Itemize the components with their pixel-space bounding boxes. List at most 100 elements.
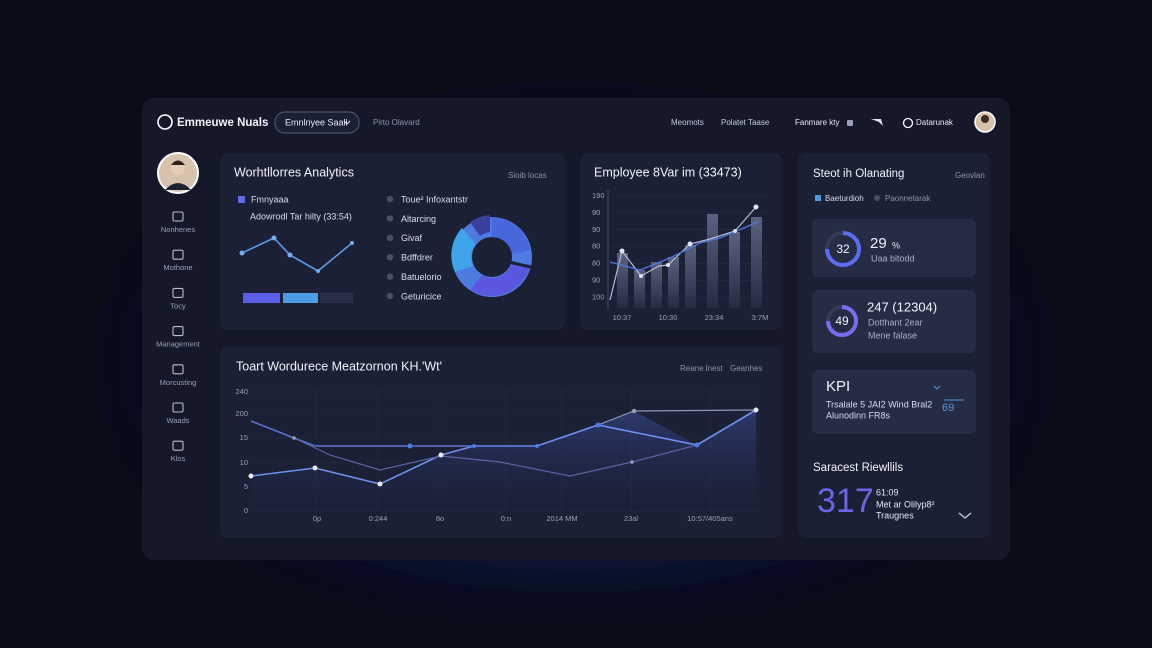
- nav-icon: [172, 440, 184, 451]
- axis-label: 90: [592, 225, 600, 234]
- panel-action[interactable]: Geovlan: [955, 171, 985, 180]
- legend-label: Fmnyaaa: [251, 194, 289, 204]
- ring-label: 49: [835, 314, 849, 328]
- ring: [826, 305, 858, 337]
- icon: [902, 117, 914, 129]
- list-dot: [386, 254, 394, 261]
- nav-item[interactable]: Datarunak: [916, 118, 954, 127]
- panel-title: Toart Wordurece Meatzornon KH.'Wt': [236, 359, 442, 373]
- list-dot: [386, 195, 394, 203]
- list-label: Givaf: [401, 233, 423, 243]
- avatar-suit: [165, 183, 191, 190]
- card-label: Mene falase: [868, 330, 917, 340]
- card: [812, 370, 976, 434]
- dropdown[interactable]: [274, 111, 360, 134]
- list-label: Geturicice: [401, 291, 442, 301]
- nav-label[interactable]: Tocy: [170, 301, 186, 310]
- nav-label[interactable]: Waads: [166, 416, 189, 425]
- progress-bar: [243, 293, 280, 303]
- card-value: 29: [870, 235, 887, 252]
- header-link[interactable]: Pirto Olavard: [373, 118, 420, 127]
- progress-bar: [283, 293, 318, 303]
- legend-label: Paonnetarak: [885, 194, 931, 203]
- nav-icon: [172, 249, 184, 260]
- nav-label[interactable]: Klos: [171, 454, 186, 463]
- area: [251, 410, 756, 511]
- card-label: Dotthant 2ear: [868, 317, 923, 327]
- legend-swatch: [238, 196, 245, 203]
- nav-item[interactable]: Meomots: [671, 118, 704, 127]
- filter[interactable]: Geanhes: [730, 364, 762, 373]
- card-value: 247 (12304): [867, 299, 937, 314]
- avatar-hair: [981, 115, 989, 123]
- trend-points: [619, 204, 759, 278]
- chevron[interactable]: [958, 512, 972, 519]
- axis-label: 80: [592, 259, 600, 268]
- nav-item[interactable]: Fanmare kty: [795, 118, 839, 127]
- ring: [825, 231, 861, 267]
- axis-label: 80: [592, 242, 600, 251]
- list-label: Batuelorio: [401, 272, 442, 282]
- chevron: [933, 385, 941, 390]
- axis-label: 10: [240, 458, 248, 467]
- filter[interactable]: Reane lnest: [680, 364, 723, 373]
- panel-action[interactable]: Sioib locas: [508, 171, 547, 180]
- big-number: 317: [817, 482, 874, 520]
- axis-label: 200: [235, 409, 248, 418]
- nav-label[interactable]: Nonhenes: [161, 225, 195, 234]
- result-line: Traugnes: [876, 510, 914, 520]
- line-points: [407, 422, 700, 449]
- axis-label: 0: [244, 506, 248, 515]
- axis-label: 190: [592, 191, 605, 200]
- nav-label[interactable]: Mothone: [163, 263, 192, 272]
- axis-label: 0p: [313, 514, 321, 523]
- nav-label[interactable]: Management: [156, 340, 201, 349]
- nav-icon: [172, 364, 184, 375]
- legend-swatch: [815, 195, 821, 201]
- list-dot: [386, 215, 394, 222]
- card-unit: %: [892, 240, 900, 250]
- list-label: Toue² Infoxantstr: [401, 194, 468, 204]
- axis-label: 0:n: [501, 514, 511, 523]
- axis-label: 10:57/405ans: [687, 514, 733, 523]
- panel-title: Steot ih Olanating: [813, 168, 904, 180]
- nav-item[interactable]: Polatet Taase: [721, 118, 770, 127]
- avatar-hair: [171, 160, 185, 165]
- line: [293, 437, 698, 477]
- kpi-line: Alunodinn FR8s: [826, 410, 891, 420]
- result-time: 61:09: [876, 487, 899, 497]
- nav-icon: [172, 402, 184, 413]
- axis-label: 10:37: [613, 313, 632, 322]
- axis-label: 5: [244, 482, 248, 491]
- result-line: Met ar Olilyp8²: [876, 499, 935, 509]
- dropdown-label[interactable]: Emnlnyee Saall: [285, 117, 348, 127]
- legend-label: Baeturdioh: [825, 194, 864, 203]
- axis-label: 90: [592, 275, 600, 284]
- progress-bar: [320, 293, 353, 303]
- axis-label: 15: [240, 433, 248, 442]
- list-label: Altarcing: [401, 214, 436, 224]
- card: [812, 290, 976, 353]
- axis-label: 8o: [436, 514, 444, 523]
- panel-title: Employee 8Var im (33473): [594, 165, 742, 179]
- axis-label: 0:244: [369, 514, 388, 523]
- axis-label: 23:34: [705, 313, 724, 322]
- ring-label: 32: [836, 242, 850, 256]
- subtitle: Adowrodl Tar hilty (33:54): [250, 211, 352, 221]
- nav-icon: [172, 287, 184, 298]
- logo-icon: [157, 114, 173, 130]
- axis-label: 2014 MM: [546, 514, 577, 523]
- line: [250, 420, 537, 447]
- lock-icon: [847, 120, 853, 126]
- line-points: [248, 407, 759, 487]
- legend-swatch: [874, 195, 880, 201]
- section-title: Saracest Riewllils: [813, 462, 903, 474]
- list-label: Bdffdrer: [401, 253, 433, 263]
- axis-label: 90: [592, 208, 600, 217]
- axis-label: 3:7M: [752, 313, 769, 322]
- nav-label[interactable]: Morcusting: [160, 378, 197, 387]
- nav-icon: [172, 326, 184, 337]
- list-dot: [386, 273, 394, 280]
- axis-label: 240: [235, 387, 248, 396]
